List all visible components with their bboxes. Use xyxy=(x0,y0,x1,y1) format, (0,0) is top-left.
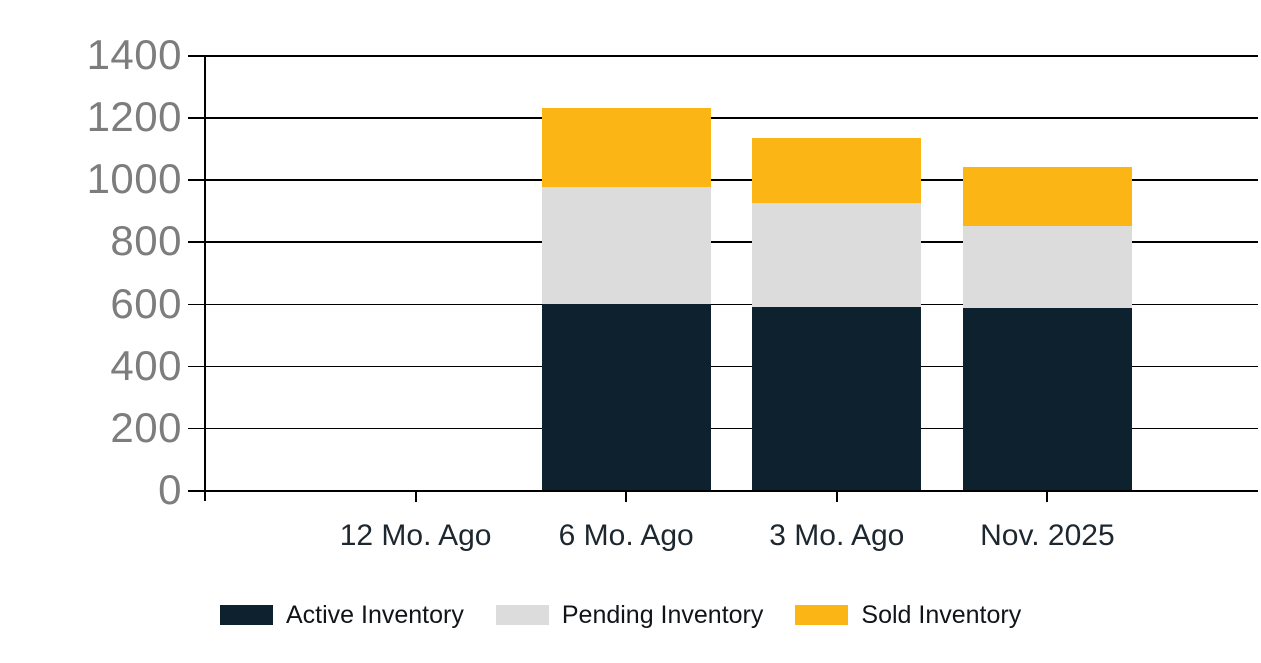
gridline-400 xyxy=(205,365,1258,368)
bar-segment-sold-inventory-4 xyxy=(963,167,1132,226)
legend-swatch-icon xyxy=(220,605,273,625)
legend-label: Sold Inventory xyxy=(861,601,1022,629)
y-axis-label-800: 800 xyxy=(110,217,182,265)
y-axis-label-1400: 1400 xyxy=(86,31,182,78)
x-axis-tick-4 xyxy=(1046,490,1049,502)
legend-item-pending-inventory: Pending Inventory xyxy=(495,600,764,630)
y-axis-label-400: 400 xyxy=(110,341,182,389)
bar-segment-active-inventory-3 xyxy=(752,307,921,490)
gridline-800 xyxy=(205,241,1258,243)
x-axis-label-1: 12 Mo. Ago xyxy=(339,519,492,552)
legend-item-sold-inventory: Sold Inventory xyxy=(795,600,1021,630)
y-axis-tick-800 xyxy=(188,241,205,243)
bar-segment-sold-inventory-3 xyxy=(752,138,921,203)
y-axis-label-1000: 1000 xyxy=(86,155,182,203)
legend-label: Pending Inventory xyxy=(561,601,764,629)
y-axis-tick-400 xyxy=(188,365,205,368)
gridline-0 xyxy=(205,490,1258,492)
gridline-600 xyxy=(205,303,1258,306)
legend-swatch-icon xyxy=(795,605,849,625)
y-axis-tick-1000 xyxy=(188,179,205,181)
y-axis-label-1200: 1200 xyxy=(86,93,182,141)
gridline-1400 xyxy=(205,55,1258,57)
legend-label: Active Inventory xyxy=(286,601,464,629)
y-axis-tick-600 xyxy=(188,303,205,306)
bar-segment-active-inventory-4 xyxy=(963,308,1132,490)
x-axis-tick-1 xyxy=(414,490,417,502)
legend: Active Inventory Pending Inventory Sold In… xyxy=(220,600,1021,630)
y-axis-label-600: 600 xyxy=(110,279,182,327)
y-axis-tick-1400 xyxy=(188,55,205,57)
y-axis-tick-1200 xyxy=(188,117,205,119)
gridline-1200 xyxy=(205,117,1258,119)
plot-area xyxy=(205,55,1258,492)
y-axis-tick-200 xyxy=(188,427,205,430)
legend-item-active-inventory: Active Inventory xyxy=(220,600,464,630)
bar-segment-pending-inventory-3 xyxy=(752,203,921,307)
x-axis-label-2: 6 Mo. Ago xyxy=(558,519,694,552)
bar-segment-sold-inventory-2 xyxy=(542,108,711,187)
y-axis-line xyxy=(204,55,206,501)
x-axis-label-3: 3 Mo. Ago xyxy=(769,519,905,552)
bar-segment-pending-inventory-4 xyxy=(963,226,1132,308)
x-axis-tick-2 xyxy=(625,490,628,502)
legend-swatch-icon xyxy=(495,605,549,625)
x-axis-label-4: Nov. 2025 xyxy=(980,519,1115,552)
gridline-200 xyxy=(205,427,1258,430)
y-axis-tick-0 xyxy=(188,490,205,492)
x-axis-tick-3 xyxy=(835,490,838,502)
bar-segment-active-inventory-2 xyxy=(542,304,711,490)
y-axis-label-0: 0 xyxy=(158,466,182,513)
gridline-1000 xyxy=(205,179,1258,181)
y-axis-label-200: 200 xyxy=(110,403,182,451)
bar-segment-pending-inventory-2 xyxy=(542,187,711,304)
